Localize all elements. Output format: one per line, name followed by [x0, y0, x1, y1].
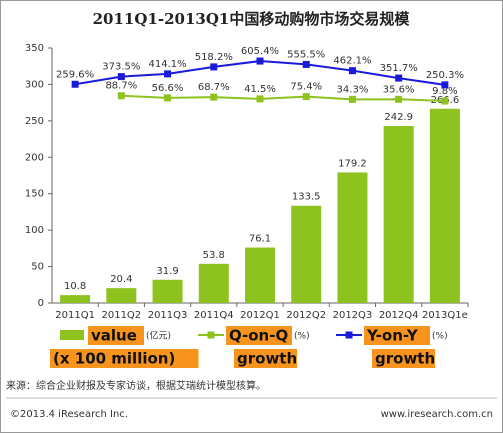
- legend-swatch: [60, 330, 84, 340]
- line-marker: [117, 92, 125, 100]
- line-marker: [210, 63, 218, 71]
- y-tick-label: 150: [25, 189, 44, 200]
- line-label: 605.4%: [241, 46, 279, 57]
- line-marker: [117, 73, 125, 81]
- line-marker: [71, 80, 79, 88]
- line-marker: [302, 60, 310, 68]
- x-tick-label: 2012Q2: [286, 310, 326, 321]
- legend-unit: (%): [294, 332, 310, 342]
- line-label: 250.3%: [426, 70, 464, 81]
- x-tick-label: 2011Q4: [194, 310, 234, 321]
- line-marker: [164, 70, 172, 78]
- line-marker: [210, 93, 218, 101]
- bar: [383, 126, 414, 303]
- x-tick-label: 2011Q2: [101, 310, 141, 321]
- line-marker: [441, 81, 449, 89]
- legend-marker: [207, 331, 215, 339]
- bar: [60, 295, 91, 303]
- line-label: 518.2%: [195, 52, 233, 63]
- bar: [291, 205, 322, 303]
- legend-name: Y-on-Y: [366, 327, 419, 345]
- bar: [429, 108, 460, 304]
- bar-label: 242.9: [384, 112, 413, 123]
- line-label: 35.6%: [383, 84, 415, 95]
- x-tick-label: 2012Q4: [379, 310, 419, 321]
- line-marker: [395, 74, 403, 82]
- legend-note: (x 100 million): [53, 350, 175, 368]
- bar-label: 53.8: [203, 250, 225, 261]
- legend-highlight: [364, 326, 430, 345]
- line-marker: [302, 93, 310, 101]
- x-tick-label: 2012Q1: [240, 310, 280, 321]
- line-marker: [256, 95, 264, 103]
- legend-name: Q-on-Q: [229, 327, 288, 345]
- source: 来源：综合企业财报及专家访谈，根据艾瑞统计模型核算。: [6, 379, 266, 392]
- bar: [152, 279, 183, 303]
- bar: [106, 288, 137, 303]
- legend-highlight: [50, 349, 199, 368]
- line-marker: [348, 95, 356, 103]
- line-label: 9.8%: [432, 86, 457, 97]
- y-tick-label: 200: [25, 152, 44, 163]
- chart-title: 2011Q1-2013Q1中国移动购物市场交易规模: [93, 10, 411, 28]
- line-label: 373.5%: [102, 62, 140, 73]
- y-tick-label: 50: [31, 262, 44, 273]
- bar: [198, 263, 229, 303]
- y-tick-label: 250: [25, 116, 44, 127]
- bar-label: 76.1: [249, 234, 271, 245]
- bar-label: 179.2: [338, 158, 367, 169]
- legend-highlight: [226, 326, 292, 345]
- line-label: 56.6%: [152, 83, 184, 94]
- website: www.iresearch.com.cn: [381, 409, 493, 420]
- line-label: 414.1%: [148, 59, 186, 70]
- bar-label: 10.8: [64, 281, 86, 292]
- line-marker: [348, 67, 356, 75]
- y-tick-label: 100: [25, 225, 44, 236]
- x-tick-label: 2011Q1: [55, 310, 95, 321]
- bar-label: 31.9: [156, 266, 178, 277]
- x-tick-label: 2013Q1e: [422, 310, 468, 321]
- line-marker: [441, 97, 449, 105]
- line-marker: [395, 95, 403, 103]
- line: [121, 94, 445, 103]
- line-label: 351.7%: [380, 63, 418, 74]
- line-marker: [164, 94, 172, 102]
- line-label: 555.5%: [287, 49, 325, 60]
- legend-note: growth: [237, 350, 297, 368]
- legend-unit: (%): [432, 332, 448, 342]
- y-tick-label: 0: [38, 298, 44, 309]
- y-tick-label: 300: [25, 79, 44, 90]
- line-label: 34.3%: [337, 84, 369, 95]
- legend-marker: [345, 331, 353, 339]
- bar-label: 20.4: [110, 274, 132, 285]
- copyright: ©2013.4 iResearch Inc.: [10, 409, 128, 420]
- legend-highlight: [88, 326, 144, 345]
- line-label: 68.7%: [198, 82, 230, 93]
- line-label: 88.7%: [105, 81, 137, 92]
- line-label: 462.1%: [333, 56, 371, 67]
- legend-unit: (亿元): [146, 330, 171, 342]
- bar-label: 133.5: [292, 192, 321, 203]
- y-tick-label: 350: [25, 43, 44, 54]
- line-label: 75.4%: [290, 82, 322, 93]
- bar: [245, 247, 275, 303]
- bar: [337, 172, 368, 303]
- line-label: 41.5%: [244, 84, 276, 95]
- legend-name: value: [91, 327, 137, 345]
- legend-highlight: [372, 349, 435, 368]
- x-tick-label: 2011Q3: [148, 310, 188, 321]
- line-marker: [256, 57, 264, 65]
- line-label: 259.6%: [56, 69, 94, 80]
- x-tick-label: 2012Q3: [333, 310, 373, 321]
- legend-highlight: [234, 349, 297, 368]
- legend-note: growth: [375, 350, 435, 368]
